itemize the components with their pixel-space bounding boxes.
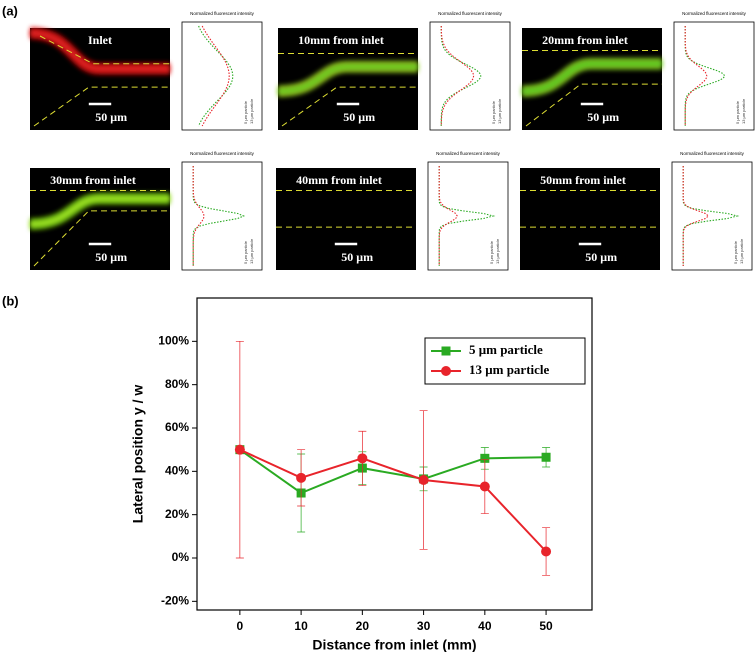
y-tick-label: 20% — [165, 507, 189, 521]
series-line — [239, 448, 547, 553]
y-tick-label: 100% — [158, 334, 189, 348]
scale-bar-label: 50 μm — [341, 250, 373, 264]
micrograph — [276, 168, 416, 270]
data-point — [418, 475, 429, 485]
profile-legend: 5 μm particle — [491, 100, 496, 124]
image-title: 40mm from inlet — [296, 173, 382, 187]
legend-box — [424, 337, 586, 385]
data-point — [234, 444, 245, 455]
micrograph — [278, 28, 418, 130]
image-title: 50mm from inlet — [540, 173, 626, 187]
particle-stream-core — [277, 65, 418, 93]
profile-title: Normalized fluorescent intensity — [190, 11, 255, 16]
profile-legend: 13 μm particle — [495, 238, 500, 264]
data-point — [357, 453, 368, 464]
profile-frame — [671, 161, 753, 271]
micrograph — [522, 28, 662, 130]
profile-curve — [684, 26, 708, 126]
channel-wall — [33, 86, 170, 127]
channel-wall — [33, 210, 170, 267]
x-tick-label: 40 — [478, 619, 492, 633]
profile-legend: 5 μm particle — [243, 100, 248, 124]
profile-title: Normalized fluorescent intensity — [682, 11, 747, 16]
profile-title: Normalized fluorescent intensity — [436, 151, 501, 156]
data-point — [480, 453, 490, 463]
scale-bar-label: 50 μm — [95, 250, 127, 264]
channel-wall — [39, 35, 170, 65]
profile-curve — [438, 166, 458, 266]
panel-label: (a) — [2, 3, 18, 18]
profile-curve — [438, 166, 496, 266]
x-tick-label: 0 — [237, 619, 244, 633]
legend-label: 13 μm particle — [469, 362, 550, 377]
scale-bar-label: 50 μm — [95, 110, 127, 124]
profile-curve — [198, 25, 234, 127]
profile-legend: 5 μm particle — [489, 240, 494, 264]
y-axis-label: Lateral position y / w — [130, 385, 146, 524]
profile-curve — [682, 166, 740, 266]
profile-legend: 13 μm particle — [249, 98, 254, 124]
y-tick-label: -20% — [161, 594, 189, 608]
legend-marker — [441, 366, 451, 376]
micrograph — [30, 28, 170, 130]
profile-curve — [682, 166, 710, 266]
plot-frame — [196, 297, 593, 611]
particle-stream-core — [29, 31, 170, 71]
profile-curve — [192, 166, 246, 266]
profile-curve — [440, 26, 475, 126]
x-tick-label: 10 — [294, 619, 308, 633]
profile-legend: 13 μm particle — [739, 238, 744, 264]
image-title: 20mm from inlet — [542, 33, 628, 47]
channel-wall — [525, 83, 662, 127]
series-line — [239, 448, 547, 495]
y-tick-label: 80% — [165, 377, 189, 391]
profile-frame — [181, 161, 263, 271]
channel-wall — [281, 86, 418, 127]
data-point — [479, 481, 490, 492]
image-title: 10mm from inlet — [298, 33, 384, 47]
y-tick-label: 60% — [165, 420, 189, 434]
profile-title: Normalized fluorescent intensity — [680, 151, 745, 156]
profile-legend: 13 μm particle — [249, 238, 254, 264]
legend-label: 5 μm particle — [469, 342, 543, 357]
x-tick-label: 50 — [539, 619, 553, 633]
profile-legend: 5 μm particle — [243, 240, 248, 264]
particle-stream-core — [29, 197, 170, 226]
profile-curve — [440, 26, 482, 126]
profile-curve — [192, 166, 205, 266]
y-tick-label: 0% — [172, 550, 190, 564]
profile-legend: 5 μm particle — [735, 100, 740, 124]
micrograph — [520, 168, 660, 270]
profile-frame — [429, 21, 511, 131]
profile-curve — [684, 26, 726, 126]
profile-title: Normalized fluorescent intensity — [190, 151, 255, 156]
image-title: 30mm from inlet — [50, 173, 136, 187]
data-point — [541, 452, 551, 462]
profile-curve — [201, 25, 230, 127]
image-title: Inlet — [88, 33, 112, 47]
data-point — [541, 546, 552, 557]
y-tick-label: 40% — [165, 464, 189, 478]
profile-legend: 13 μm particle — [497, 98, 502, 124]
profile-title: Normalized fluorescent intensity — [438, 11, 503, 16]
profile-frame — [181, 21, 263, 131]
x-tick-label: 20 — [356, 619, 370, 633]
profile-frame — [673, 21, 755, 131]
scale-bar-label: 50 μm — [587, 110, 619, 124]
x-tick-label: 30 — [417, 619, 431, 633]
x-axis-label: Distance from inlet (mm) — [312, 637, 476, 652]
profile-legend: 5 μm particle — [733, 240, 738, 264]
scale-bar-label: 50 μm — [585, 250, 617, 264]
panel-label: (b) — [2, 293, 19, 308]
legend-marker — [441, 346, 451, 356]
scale-bar-label: 50 μm — [343, 110, 375, 124]
profile-frame — [427, 161, 509, 271]
data-point — [296, 472, 307, 483]
profile-legend: 13 μm particle — [741, 98, 746, 124]
particle-stream-core — [521, 62, 662, 93]
